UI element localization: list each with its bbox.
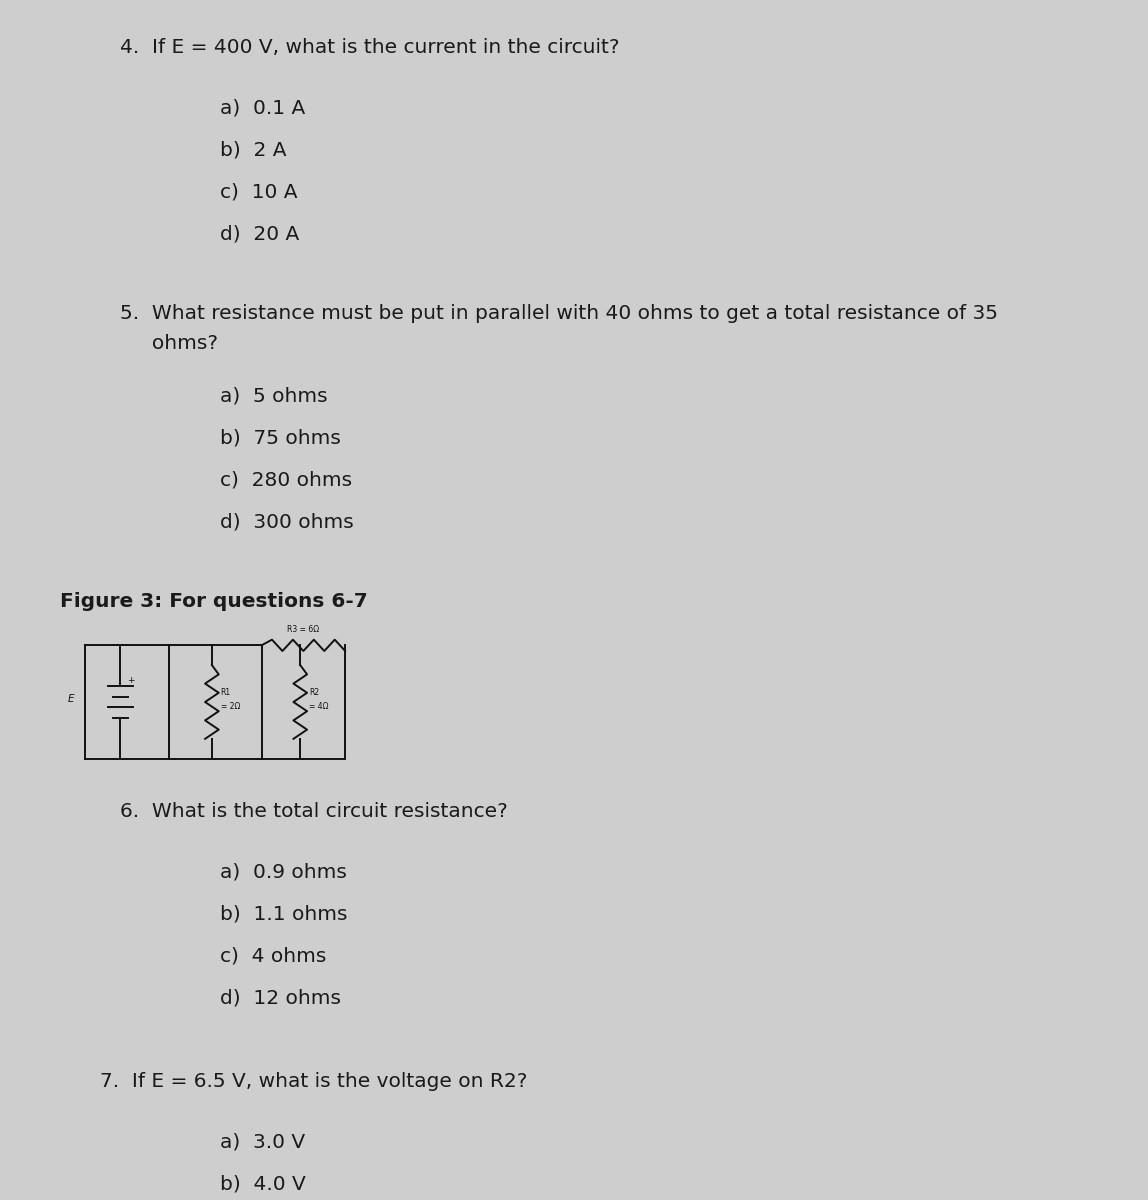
Text: b)  1.1 ohms: b) 1.1 ohms — [220, 904, 348, 923]
Text: c)  4 ohms: c) 4 ohms — [220, 946, 326, 965]
Text: 5.  What resistance must be put in parallel with 40 ohms to get a total resistan: 5. What resistance must be put in parall… — [121, 304, 998, 323]
Text: R2: R2 — [309, 688, 319, 696]
Text: 4.  If E = 400 V, what is the current in the circuit?: 4. If E = 400 V, what is the current in … — [121, 38, 620, 56]
Text: d)  20 A: d) 20 A — [220, 224, 300, 242]
Text: R1: R1 — [220, 688, 231, 696]
Text: a)  5 ohms: a) 5 ohms — [220, 386, 327, 404]
Text: b)  75 ohms: b) 75 ohms — [220, 428, 341, 446]
Text: b)  2 A: b) 2 A — [220, 140, 287, 158]
Text: R3 = 6Ω: R3 = 6Ω — [287, 625, 319, 635]
Text: = 4Ω: = 4Ω — [309, 702, 328, 710]
Text: a)  0.1 A: a) 0.1 A — [220, 98, 305, 116]
Text: b)  4.0 V: b) 4.0 V — [220, 1174, 305, 1193]
Text: Figure 3: For questions 6-7: Figure 3: For questions 6-7 — [60, 592, 367, 611]
Text: 6.  What is the total circuit resistance?: 6. What is the total circuit resistance? — [121, 802, 507, 821]
Text: a)  3.0 V: a) 3.0 V — [220, 1132, 305, 1151]
Text: ohms?: ohms? — [121, 334, 218, 353]
Text: 7.  If E = 6.5 V, what is the voltage on R2?: 7. If E = 6.5 V, what is the voltage on … — [100, 1072, 527, 1091]
Text: +: + — [126, 677, 134, 685]
Text: d)  12 ohms: d) 12 ohms — [220, 988, 341, 1007]
Text: a)  0.9 ohms: a) 0.9 ohms — [220, 862, 347, 881]
Text: c)  10 A: c) 10 A — [220, 182, 297, 200]
Text: d)  300 ohms: d) 300 ohms — [220, 512, 354, 530]
Text: c)  280 ohms: c) 280 ohms — [220, 470, 352, 490]
Text: = 2Ω: = 2Ω — [220, 702, 240, 710]
Text: E: E — [68, 694, 75, 704]
